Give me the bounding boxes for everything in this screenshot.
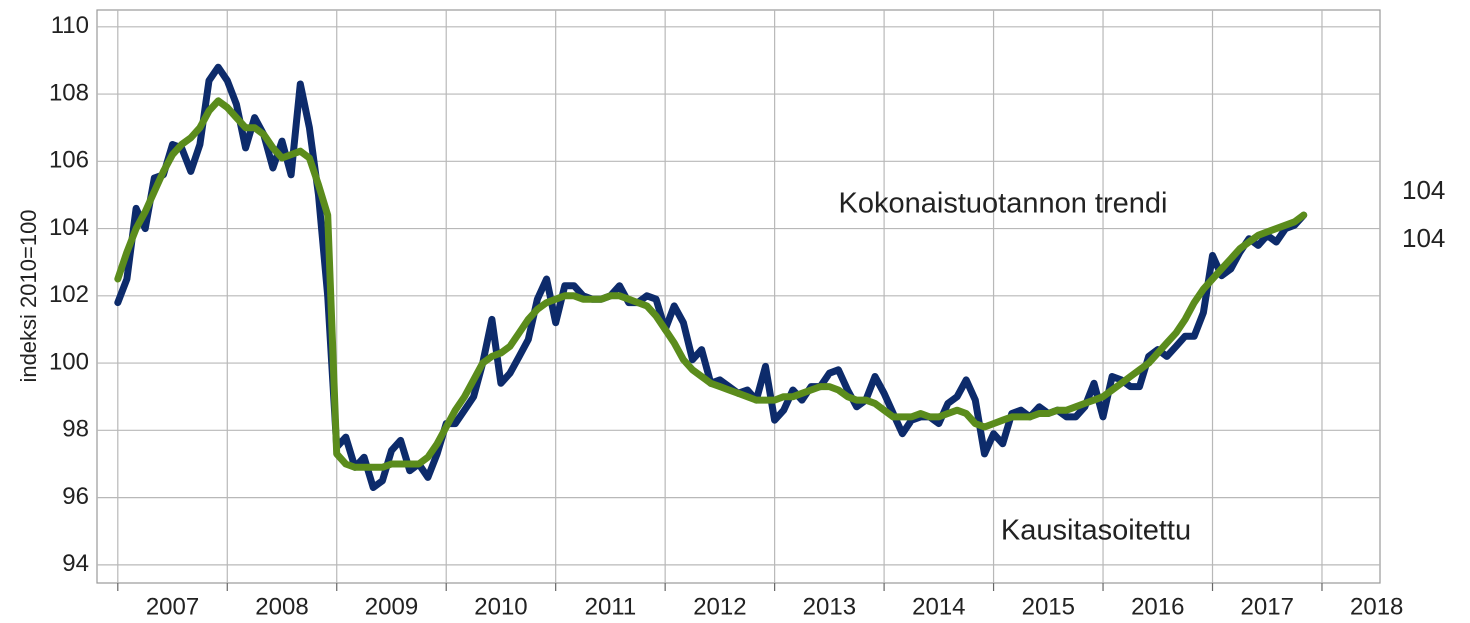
end-label: 104 [1402,175,1445,205]
x-tick-label: 2007 [146,593,199,618]
y-tick-label: 108 [49,79,89,106]
x-tick-label: 2012 [693,593,746,618]
x-tick-label: 2008 [255,593,308,618]
end-label: 104 [1402,223,1445,253]
y-tick-label: 96 [62,483,89,510]
y-axis-label: indeksi 2010=100 [16,209,41,382]
y-tick-label: 100 [49,348,89,375]
y-tick-label: 98 [62,416,89,443]
y-tick-label: 102 [49,281,89,308]
x-tick-label: 2018 [1350,593,1403,618]
plot-area [96,9,1381,584]
x-tick-label: 2013 [803,593,856,618]
x-tick-label: 2011 [585,593,637,618]
data-line [114,97,1308,471]
y-tick-label: 110 [51,12,89,39]
x-tick-label: 2009 [365,593,418,618]
annotation: Kausitasoitettu [1001,515,1191,547]
x-tick-label: 2017 [1241,593,1294,618]
x-tick-label: 2016 [1131,593,1184,618]
x-tick-label: 2015 [1022,593,1075,618]
x-tick-label: 2010 [474,593,527,618]
x-tick-label: 2014 [912,593,965,618]
y-tick-label: 104 [49,214,89,241]
y-tick-label: 106 [49,147,89,174]
y-tick-label: 94 [62,550,89,577]
annotation: Kokonaistuotannon trendi [839,188,1168,220]
data-line [114,63,1308,491]
